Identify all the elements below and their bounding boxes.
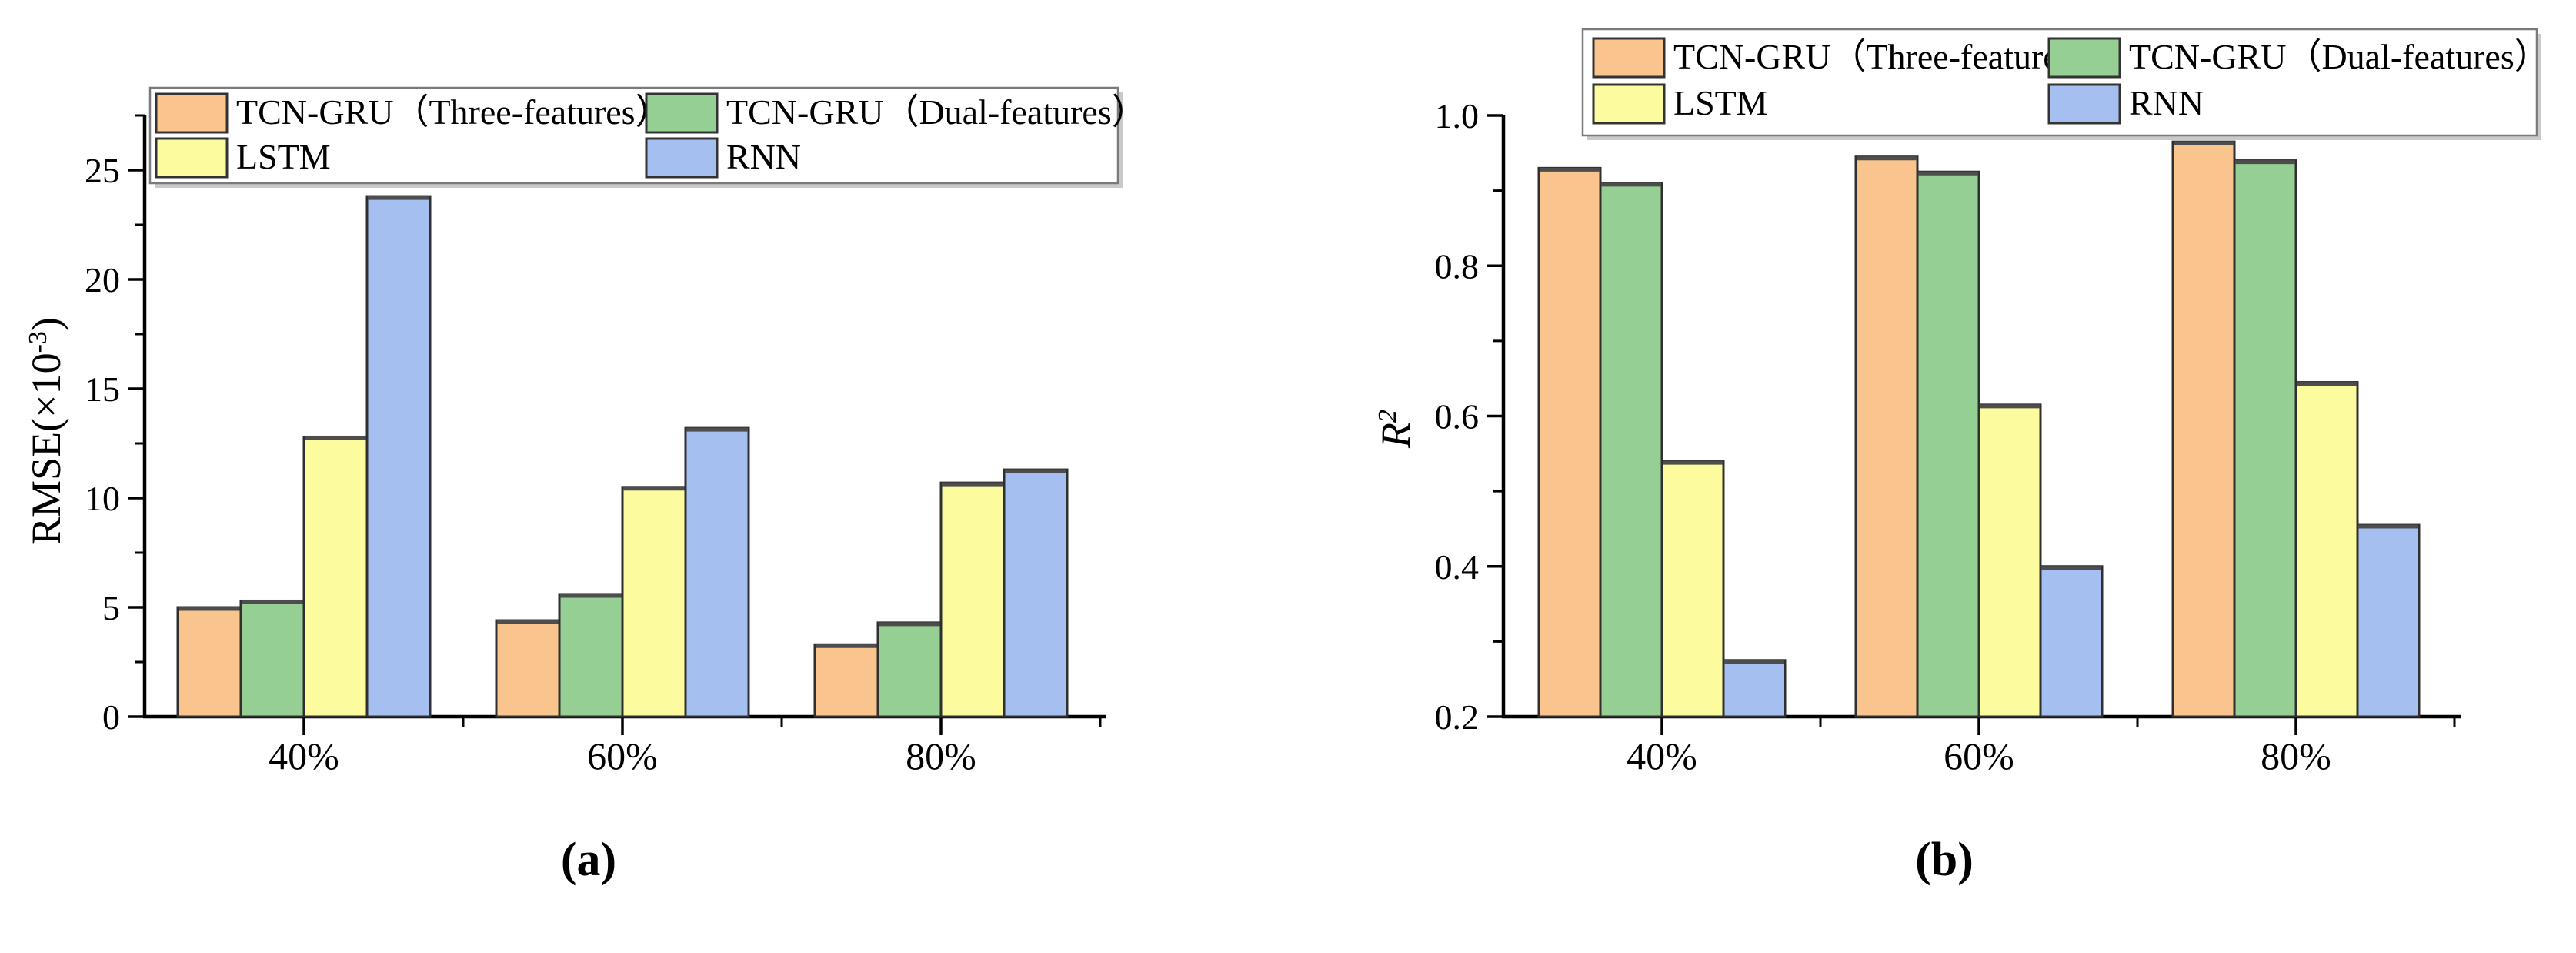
chart-b-svg: 0.2 0.4 0.6 0.8 1.0 40% 60% 80% TCN-GRU（Three-fe… xyxy=(1373,28,2550,777)
legend-swatch-TCN-GRU（Three-features） xyxy=(155,92,229,134)
caption-a: (a) xyxy=(560,834,617,886)
chart-a-svg: 0 5 10 15 20 25 40% 60% 80% TCN-GRU（Three-feature… xyxy=(23,86,1147,777)
legend-label-TCN-GRU（Dual-features）: TCN-GRU（Dual-features） xyxy=(2129,37,2550,76)
x-tick-label: 40% xyxy=(1627,734,1697,777)
bar-40%-RNN xyxy=(365,195,432,718)
x-tick-label: 40% xyxy=(269,734,339,777)
legend-swatch-TCN-GRU（Three-features） xyxy=(1592,37,1666,79)
y-tick-label: 0.4 xyxy=(1435,547,1480,587)
y-axis-label: R2 xyxy=(1373,410,1419,449)
legend-swatch-RNN xyxy=(645,137,719,179)
y-tick-label: 0.2 xyxy=(1435,697,1480,737)
legend-label-RNN: RNN xyxy=(2129,83,2204,122)
bar-40%-RNN xyxy=(1722,659,1787,718)
legend-label-TCN-GRU（Three-features）: TCN-GRU（Three-features） xyxy=(1673,37,2108,76)
legend-swatch-RNN xyxy=(2047,83,2121,125)
legend-box xyxy=(148,86,1119,185)
legend-swatch-TCN-GRU（Dual-features） xyxy=(2047,37,2121,79)
legend-label-LSTM: LSTM xyxy=(236,137,331,176)
x-tick-label: 60% xyxy=(1944,734,2014,777)
bar-80%-TCN-GRU（Three-features） xyxy=(2171,140,2236,718)
y-tick-label: 1.0 xyxy=(1435,96,1480,135)
legend-swatch-TCN-GRU（Dual-features） xyxy=(645,92,719,134)
chart-b-panel: 0.2 0.4 0.6 0.8 1.0 40% 60% 80% TCN-GRU（Three-fe… xyxy=(1288,0,2576,953)
y-axis-label: RMSE(×10-3) xyxy=(23,317,69,545)
legend-label-LSTM: LSTM xyxy=(1673,83,1768,122)
bar-80%-TCN-GRU（Dual-features） xyxy=(2233,159,2297,718)
caption-b: (b) xyxy=(1915,834,1974,886)
x-tick-label: 80% xyxy=(2261,734,2331,777)
bar-80%-RNN xyxy=(1003,468,1069,718)
chart-a-panel: 0 5 10 15 20 25 40% 60% 80% TCN-GRU（Three-feature… xyxy=(23,86,1147,886)
bar-40%-TCN-GRU（Three-features） xyxy=(1537,166,1602,718)
y-tick-label: 20 xyxy=(85,260,120,299)
y-tick-label: 0.8 xyxy=(1435,246,1480,286)
legend-swatch-LSTM xyxy=(155,137,229,179)
legend-swatch-LSTM xyxy=(1592,83,1666,125)
bar-60%-RNN xyxy=(684,426,750,718)
bar-60%-RNN xyxy=(2039,565,2104,718)
bar-80%-LSTM xyxy=(939,481,1006,718)
y-tick-label: 25 xyxy=(85,151,120,190)
y-tick-label: 0 xyxy=(102,697,120,737)
bar-60%-TCN-GRU（Three-features） xyxy=(1854,155,1919,718)
bar-40%-TCN-GRU（Three-features） xyxy=(176,606,242,718)
bar-60%-LSTM xyxy=(621,486,687,718)
y-tick-label: 0.6 xyxy=(1435,397,1480,436)
bar-40%-TCN-GRU（Dual-features） xyxy=(239,599,305,718)
bar-80%-TCN-GRU（Dual-features） xyxy=(876,621,943,718)
bar-60%-TCN-GRU（Three-features） xyxy=(495,619,561,718)
bar-60%-TCN-GRU（Dual-features） xyxy=(1916,170,1980,718)
bar-80%-TCN-GRU（Three-features） xyxy=(813,643,879,718)
legend-label-TCN-GRU（Dual-features）: TCN-GRU（Dual-features） xyxy=(726,92,1147,132)
bar-60%-TCN-GRU（Dual-features） xyxy=(558,593,624,718)
y-tick-label: 5 xyxy=(102,588,120,627)
y-tick-label: 10 xyxy=(85,479,120,518)
bar-80%-RNN xyxy=(2356,523,2421,718)
bar-80%-LSTM xyxy=(2294,381,2359,718)
bar-40%-LSTM xyxy=(1660,460,1725,718)
legend-label-TCN-GRU（Three-features）: TCN-GRU（Three-features） xyxy=(236,92,671,132)
y-tick-label: 15 xyxy=(85,369,120,409)
x-tick-label: 60% xyxy=(587,734,658,777)
bar-40%-TCN-GRU（Dual-features） xyxy=(1599,182,1663,718)
bar-60%-LSTM xyxy=(1977,403,2042,718)
bar-40%-LSTM xyxy=(302,435,369,718)
x-tick-label: 80% xyxy=(906,734,976,777)
legend-label-RNN: RNN xyxy=(726,137,801,176)
